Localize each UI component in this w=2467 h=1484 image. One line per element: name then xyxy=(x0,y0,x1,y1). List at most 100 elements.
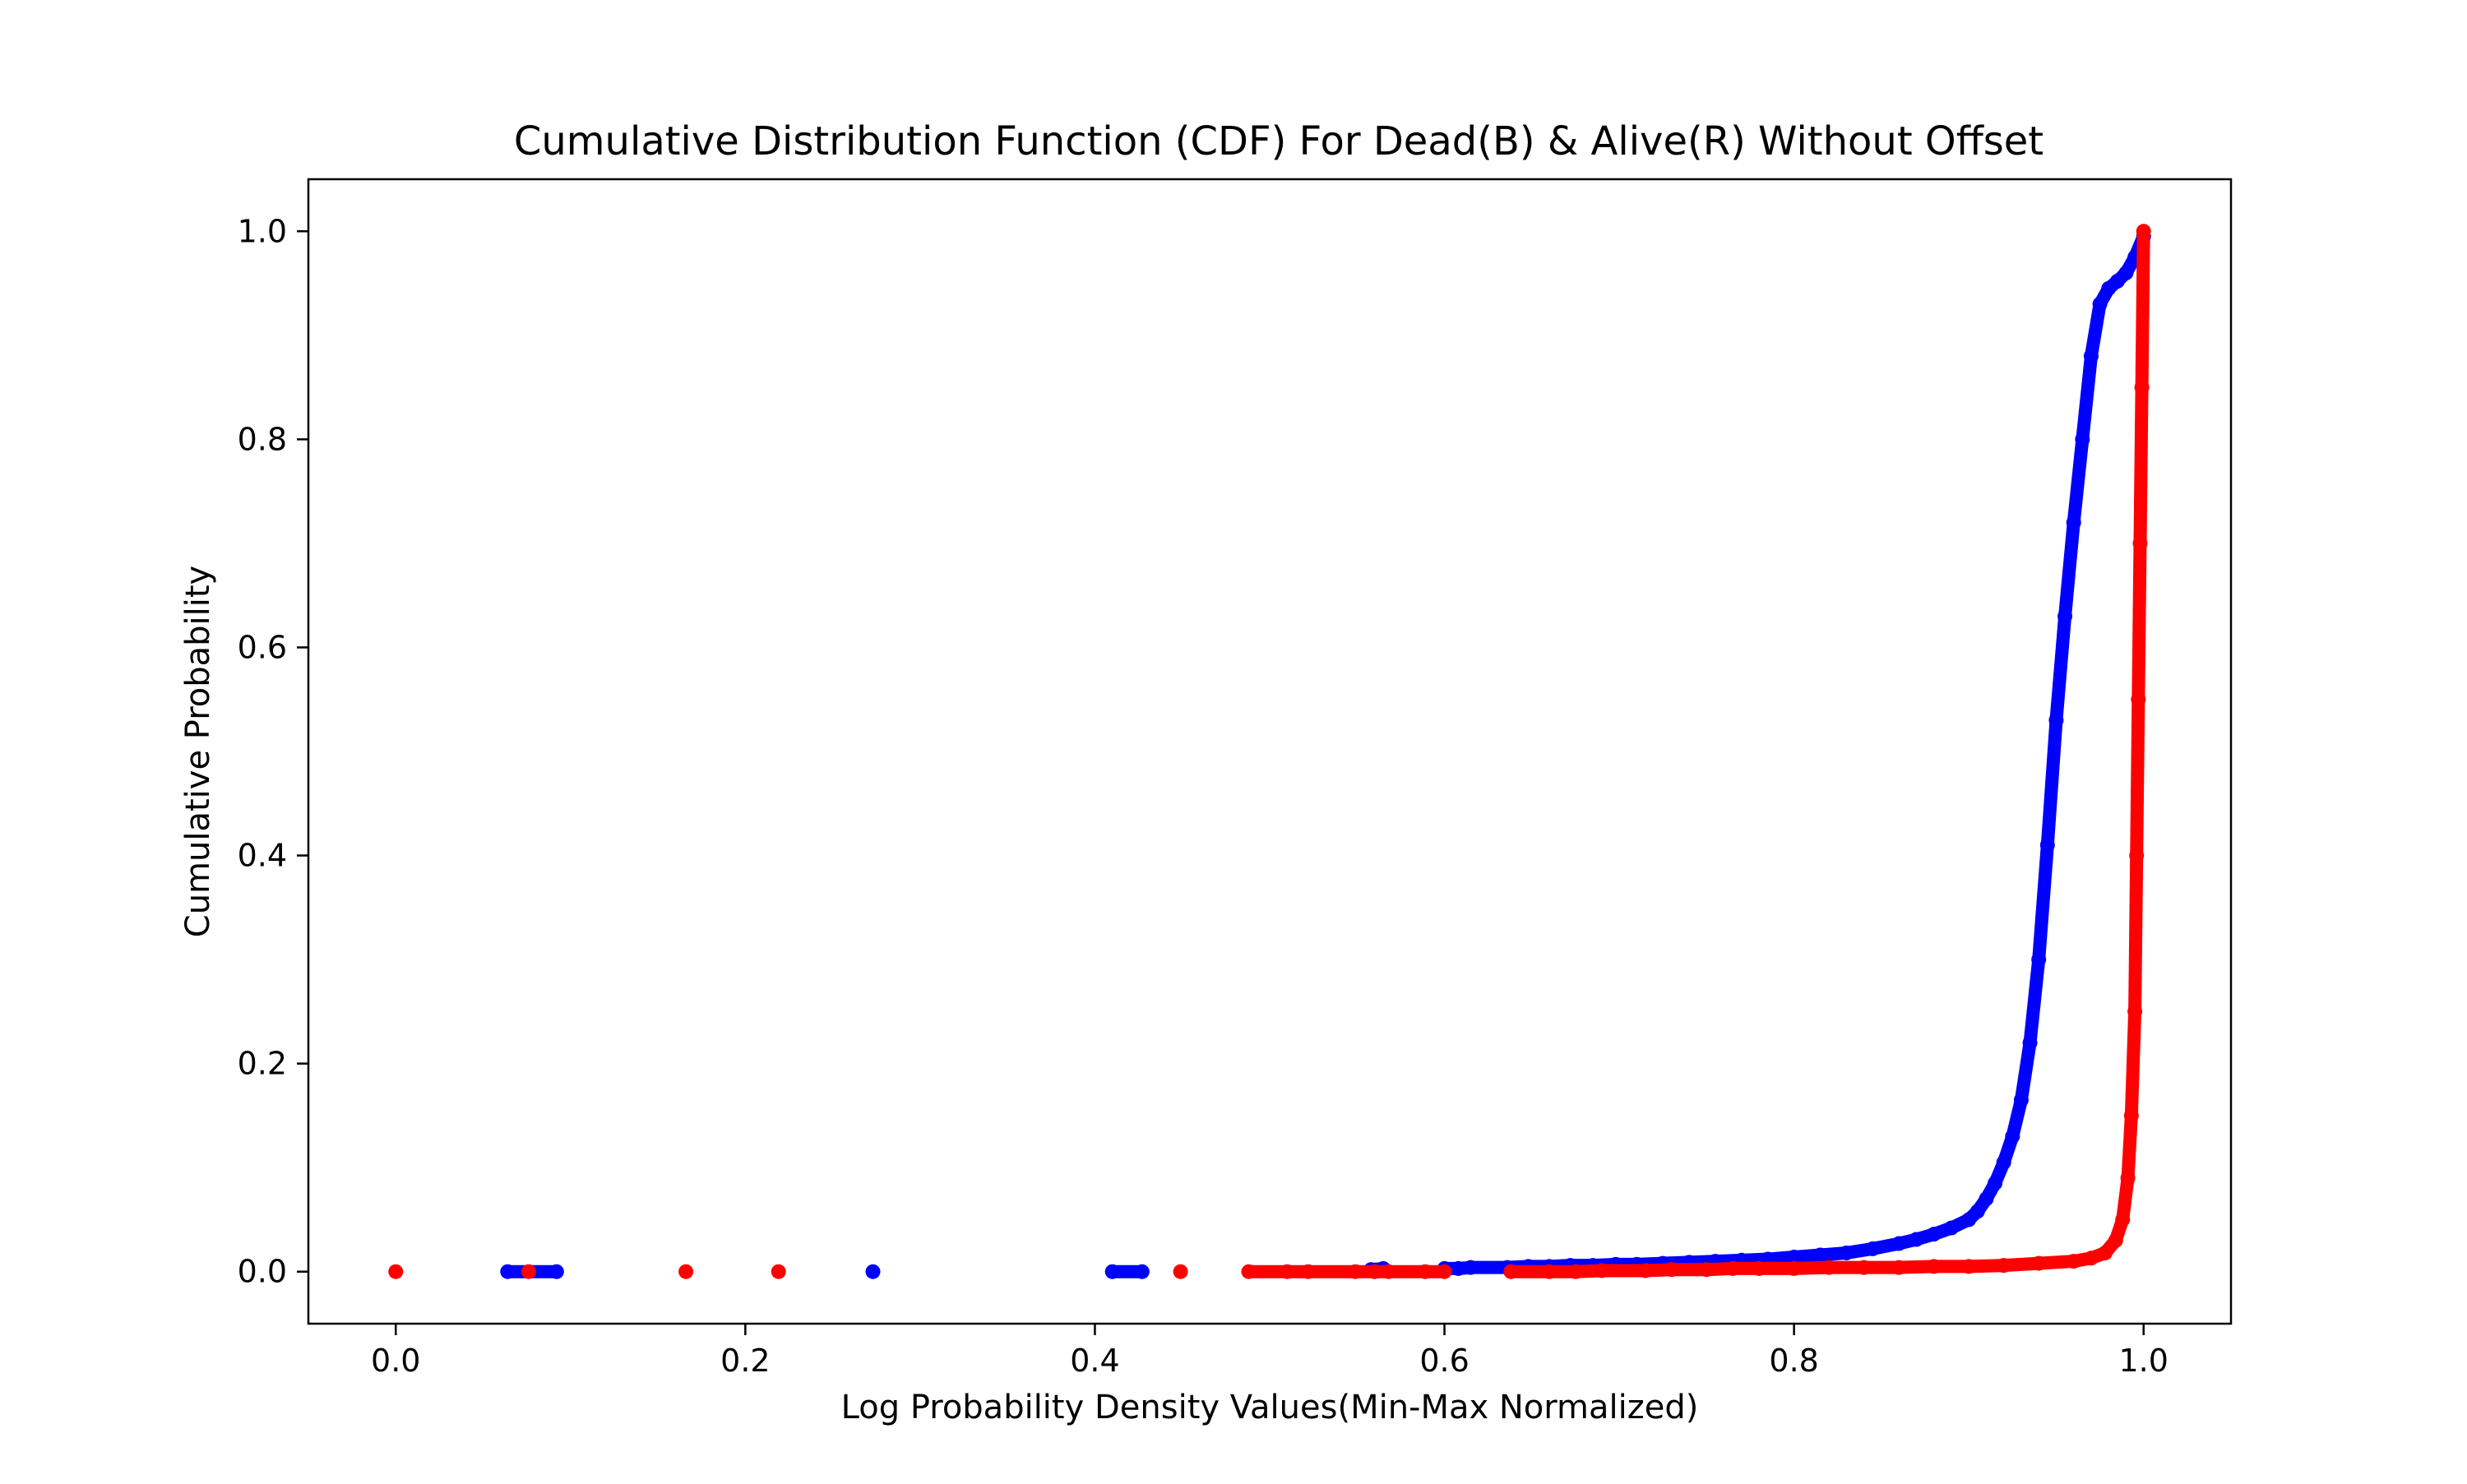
series-1 xyxy=(388,224,2151,1279)
series-0-point xyxy=(2022,1035,2038,1051)
series-1-point xyxy=(1821,1260,1837,1275)
series-0-point xyxy=(1463,1260,1479,1275)
series-1-point xyxy=(2120,1170,2136,1186)
series-1-point xyxy=(1367,1264,1382,1279)
series-0-point xyxy=(2066,515,2081,530)
series-1-point xyxy=(2131,691,2146,707)
series-0-segment xyxy=(2076,349,2098,446)
series-1-point xyxy=(1241,1264,1257,1279)
series-1-segment xyxy=(2124,1005,2142,1122)
series-1-point xyxy=(678,1264,694,1279)
series-1-point xyxy=(1280,1264,1295,1279)
series-0-point xyxy=(1979,1191,1994,1207)
chart-title: Cumulative Distribution Function (CDF) F… xyxy=(514,118,2043,164)
series-0-point xyxy=(1104,1264,1120,1279)
x-tick-label: 0.0 xyxy=(371,1343,420,1379)
series-1-point xyxy=(2129,848,2145,863)
series-0-point xyxy=(1865,1241,1881,1256)
series-1-point xyxy=(2115,1212,2131,1227)
series-1-point xyxy=(1926,1259,1942,1274)
series-0-point xyxy=(500,1264,516,1279)
series-0-point xyxy=(2057,608,2073,624)
series-0-point xyxy=(2092,296,2108,312)
series-0-point xyxy=(2005,1129,2020,1144)
series-1-point xyxy=(2031,1255,2047,1271)
series-1-point xyxy=(2127,1004,2143,1019)
series-1-point xyxy=(1567,1264,1583,1279)
series-1-point xyxy=(2083,1251,2099,1266)
series-0-point xyxy=(865,1264,881,1279)
series-1-point xyxy=(1752,1260,1767,1276)
series-0-segment xyxy=(2032,838,2054,967)
series-0-point xyxy=(1839,1245,1854,1260)
series-0-point xyxy=(1988,1176,2003,1191)
y-tick-label: 0.6 xyxy=(238,629,287,665)
series-1-segment xyxy=(2133,381,2149,550)
series-0-point xyxy=(1134,1264,1150,1279)
series-1-point xyxy=(1891,1260,1907,1275)
series-1-segment xyxy=(2128,848,2144,1019)
series-1-point xyxy=(1637,1263,1653,1278)
series-0-segment xyxy=(2084,297,2107,363)
plot-layer xyxy=(388,224,2151,1279)
series-1-point xyxy=(1996,1258,2011,1274)
series-0-point xyxy=(1812,1247,1828,1263)
series-0-segment xyxy=(2067,432,2090,529)
series-1-point xyxy=(1300,1264,1316,1279)
plot-frame xyxy=(307,178,2233,1325)
series-1-segment xyxy=(2130,692,2145,862)
series-0-point xyxy=(1451,1260,1466,1276)
x-tick-label: 0.2 xyxy=(720,1343,770,1379)
series-1-point xyxy=(1594,1263,1609,1278)
series-1-point xyxy=(2136,224,2151,239)
series-1-point xyxy=(2134,380,2150,395)
series-1-point xyxy=(1381,1264,1396,1279)
series-1-point xyxy=(1699,1262,1715,1278)
series-1-point xyxy=(1173,1264,1188,1279)
series-0-segment xyxy=(2058,515,2081,623)
series-1-point xyxy=(2108,1232,2123,1248)
x-tick-label: 0.6 xyxy=(1419,1343,1469,1379)
series-1-segment xyxy=(2135,224,2150,395)
series-1-point xyxy=(1664,1262,1679,1278)
series-0-point xyxy=(1996,1154,2011,1170)
series-1-segment xyxy=(2131,536,2147,706)
series-0-point xyxy=(1969,1204,1985,1219)
series-0-segment xyxy=(2014,1036,2037,1107)
x-tick-label: 0.4 xyxy=(1070,1343,1119,1379)
series-0-point xyxy=(2083,349,2099,364)
y-tick-label: 0.8 xyxy=(238,421,287,457)
series-0-point xyxy=(2075,432,2090,447)
series-1-point xyxy=(771,1264,786,1279)
series-1-point xyxy=(2132,535,2148,551)
y-tick-label: 0.0 xyxy=(238,1254,287,1290)
series-1-point xyxy=(1856,1260,1872,1275)
series-1-point xyxy=(2066,1254,2081,1269)
series-1-point xyxy=(1542,1264,1557,1279)
series-0-point xyxy=(1786,1250,1802,1265)
series-1-point xyxy=(521,1264,536,1279)
series-1-point xyxy=(1418,1264,1433,1279)
series-1-point xyxy=(2123,1107,2139,1123)
series-1-point xyxy=(1348,1264,1363,1279)
series-1-point xyxy=(388,1264,404,1279)
series-1-point xyxy=(1725,1260,1741,1276)
series-0-segment xyxy=(2040,714,2063,852)
series-1-point xyxy=(1437,1264,1452,1279)
series-0-point xyxy=(1943,1220,1959,1236)
series-0-point xyxy=(1891,1236,1907,1251)
series-0-segment xyxy=(2049,609,2072,728)
x-tick-label: 1.0 xyxy=(2119,1343,2168,1379)
series-0-segment xyxy=(2023,953,2046,1050)
series-0-point xyxy=(2118,265,2134,280)
y-tick-label: 0.4 xyxy=(238,838,287,874)
axes-layer: 0.0 0.2 0.4 0.6 0.8 1.0 0.0 0.2 0.4 0.6 0.8 1.0 xyxy=(238,213,2168,1379)
series-1-point xyxy=(1503,1264,1519,1279)
series-1-point xyxy=(2097,1245,2113,1260)
series-1-point xyxy=(1961,1259,1977,1274)
series-0-point xyxy=(2048,713,2064,728)
x-axis-label: Log Probability Density Values(Min-Max N… xyxy=(841,1389,1699,1426)
series-0-point xyxy=(548,1264,564,1279)
